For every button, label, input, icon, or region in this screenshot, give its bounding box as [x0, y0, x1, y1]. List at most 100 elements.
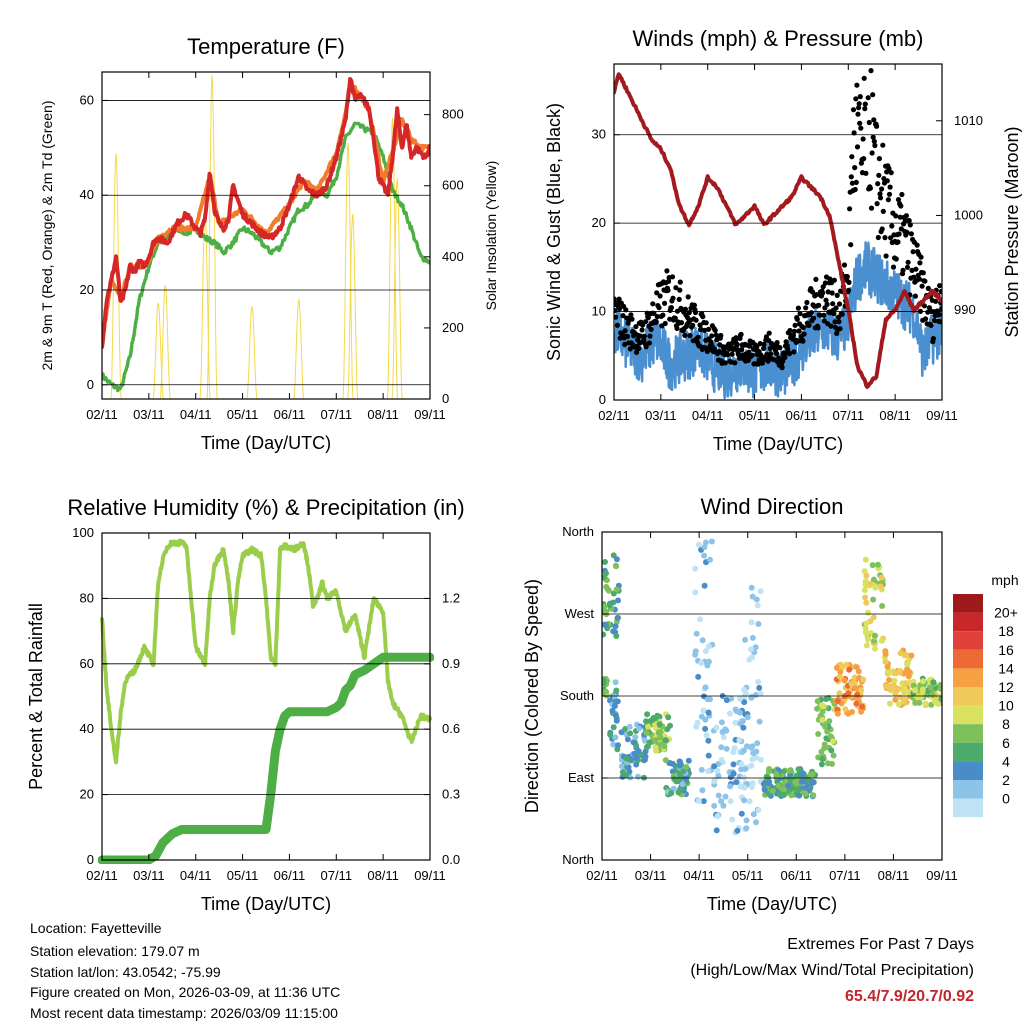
gust-point — [800, 338, 806, 344]
gust-point — [845, 287, 852, 293]
gust-point — [937, 319, 942, 325]
gust-point — [795, 305, 802, 311]
direction-point — [602, 680, 607, 686]
gust-point — [636, 345, 642, 352]
gust-point — [913, 266, 919, 272]
direction-point — [819, 708, 826, 715]
direction-point — [705, 737, 712, 744]
direction-point — [814, 698, 821, 705]
gust-point — [895, 239, 901, 245]
direction-point — [619, 769, 626, 776]
direction-point — [929, 691, 936, 698]
solar-peak — [293, 299, 305, 399]
gust-point — [673, 285, 679, 291]
gust-point — [839, 311, 845, 317]
gust-point — [893, 213, 899, 219]
direction-point — [698, 660, 705, 667]
direction-point — [662, 757, 669, 764]
direction-point — [906, 669, 913, 675]
temp-9m-line — [102, 79, 430, 344]
humidity-ytick-label: 0 — [87, 852, 94, 867]
temperature-xtick-label: 04/11 — [180, 407, 212, 422]
direction-point — [702, 648, 709, 655]
gust-point — [864, 59, 869, 64]
direction-point — [643, 744, 650, 751]
direction-point — [755, 678, 762, 685]
gust-point — [796, 328, 802, 334]
sonic-wind-line — [614, 241, 942, 400]
direction-point — [623, 755, 630, 762]
direction-point — [750, 750, 757, 757]
direction-point — [895, 701, 902, 708]
direction-point — [713, 827, 720, 834]
direction-point — [614, 698, 621, 705]
humidity-series — [98, 538, 434, 864]
winds-xtick-label: 05/11 — [739, 408, 771, 423]
gust-point — [627, 346, 633, 352]
direction-point — [613, 563, 620, 570]
gust-point — [712, 327, 718, 333]
gust-point — [896, 231, 902, 237]
direction-point — [825, 695, 832, 701]
temperature-plot-border — [101, 71, 431, 400]
gust-point — [815, 325, 821, 331]
direction-point — [720, 734, 727, 741]
speed-legend-label: 8 — [1002, 716, 1010, 732]
direction-point — [826, 718, 833, 725]
speed-legend-label: 12 — [998, 679, 1014, 695]
direction-point — [707, 556, 713, 563]
gust-point — [682, 332, 688, 338]
gust-point — [734, 341, 740, 347]
winds-xtick-label: 09/11 — [926, 408, 958, 423]
gust-point — [651, 310, 657, 316]
gust-point — [867, 185, 874, 191]
humidity-xtick-label: 06/11 — [274, 868, 306, 883]
direction-point — [613, 586, 620, 593]
direction-point — [676, 762, 683, 769]
temperature-xtick-label: 07/11 — [320, 407, 352, 422]
gust-point — [871, 117, 877, 123]
direction-point — [636, 725, 642, 732]
direction-point — [900, 699, 907, 705]
direction-point — [692, 565, 699, 572]
gust-point — [804, 299, 810, 306]
direction-point — [603, 608, 610, 615]
winds-xtick-label: 06/11 — [786, 408, 818, 423]
direction-point — [810, 792, 817, 799]
gust-point — [900, 267, 906, 273]
gust-point — [874, 123, 880, 129]
direction-point — [916, 699, 923, 706]
gust-point — [761, 341, 767, 347]
direction-point — [836, 673, 843, 680]
direction-point — [830, 738, 836, 745]
gust-point — [895, 197, 902, 203]
gust-point — [809, 289, 816, 295]
gust-point — [620, 313, 626, 319]
direction-point — [878, 574, 885, 581]
direction-point — [865, 636, 871, 643]
direction-point — [701, 552, 708, 559]
humidity-y2tick-label: 1.2 — [442, 590, 460, 605]
direction-point — [713, 724, 720, 731]
gust-point — [886, 191, 893, 197]
gust-point — [735, 351, 741, 357]
direction-point — [822, 723, 829, 730]
direction-xtick-label: 04/11 — [683, 868, 715, 883]
direction-point — [711, 763, 718, 770]
direction-point — [705, 643, 712, 650]
temp-2m-line — [102, 77, 430, 350]
speed-legend-label: 10 — [998, 698, 1014, 714]
direction-point — [727, 783, 734, 790]
gust-point — [813, 276, 819, 282]
humidity-frame: 0 20 40 60 80 100 02/11 03/11 04/11 05/11 06/11 07/… — [72, 525, 460, 883]
gust-point — [797, 311, 803, 317]
gust-point — [857, 94, 863, 100]
gust-point — [914, 242, 920, 248]
direction-point — [905, 673, 912, 680]
gust-point — [898, 203, 904, 209]
direction-point — [814, 705, 821, 712]
gust-point — [882, 235, 888, 241]
gust-point — [765, 358, 771, 364]
direction-point — [641, 756, 648, 763]
